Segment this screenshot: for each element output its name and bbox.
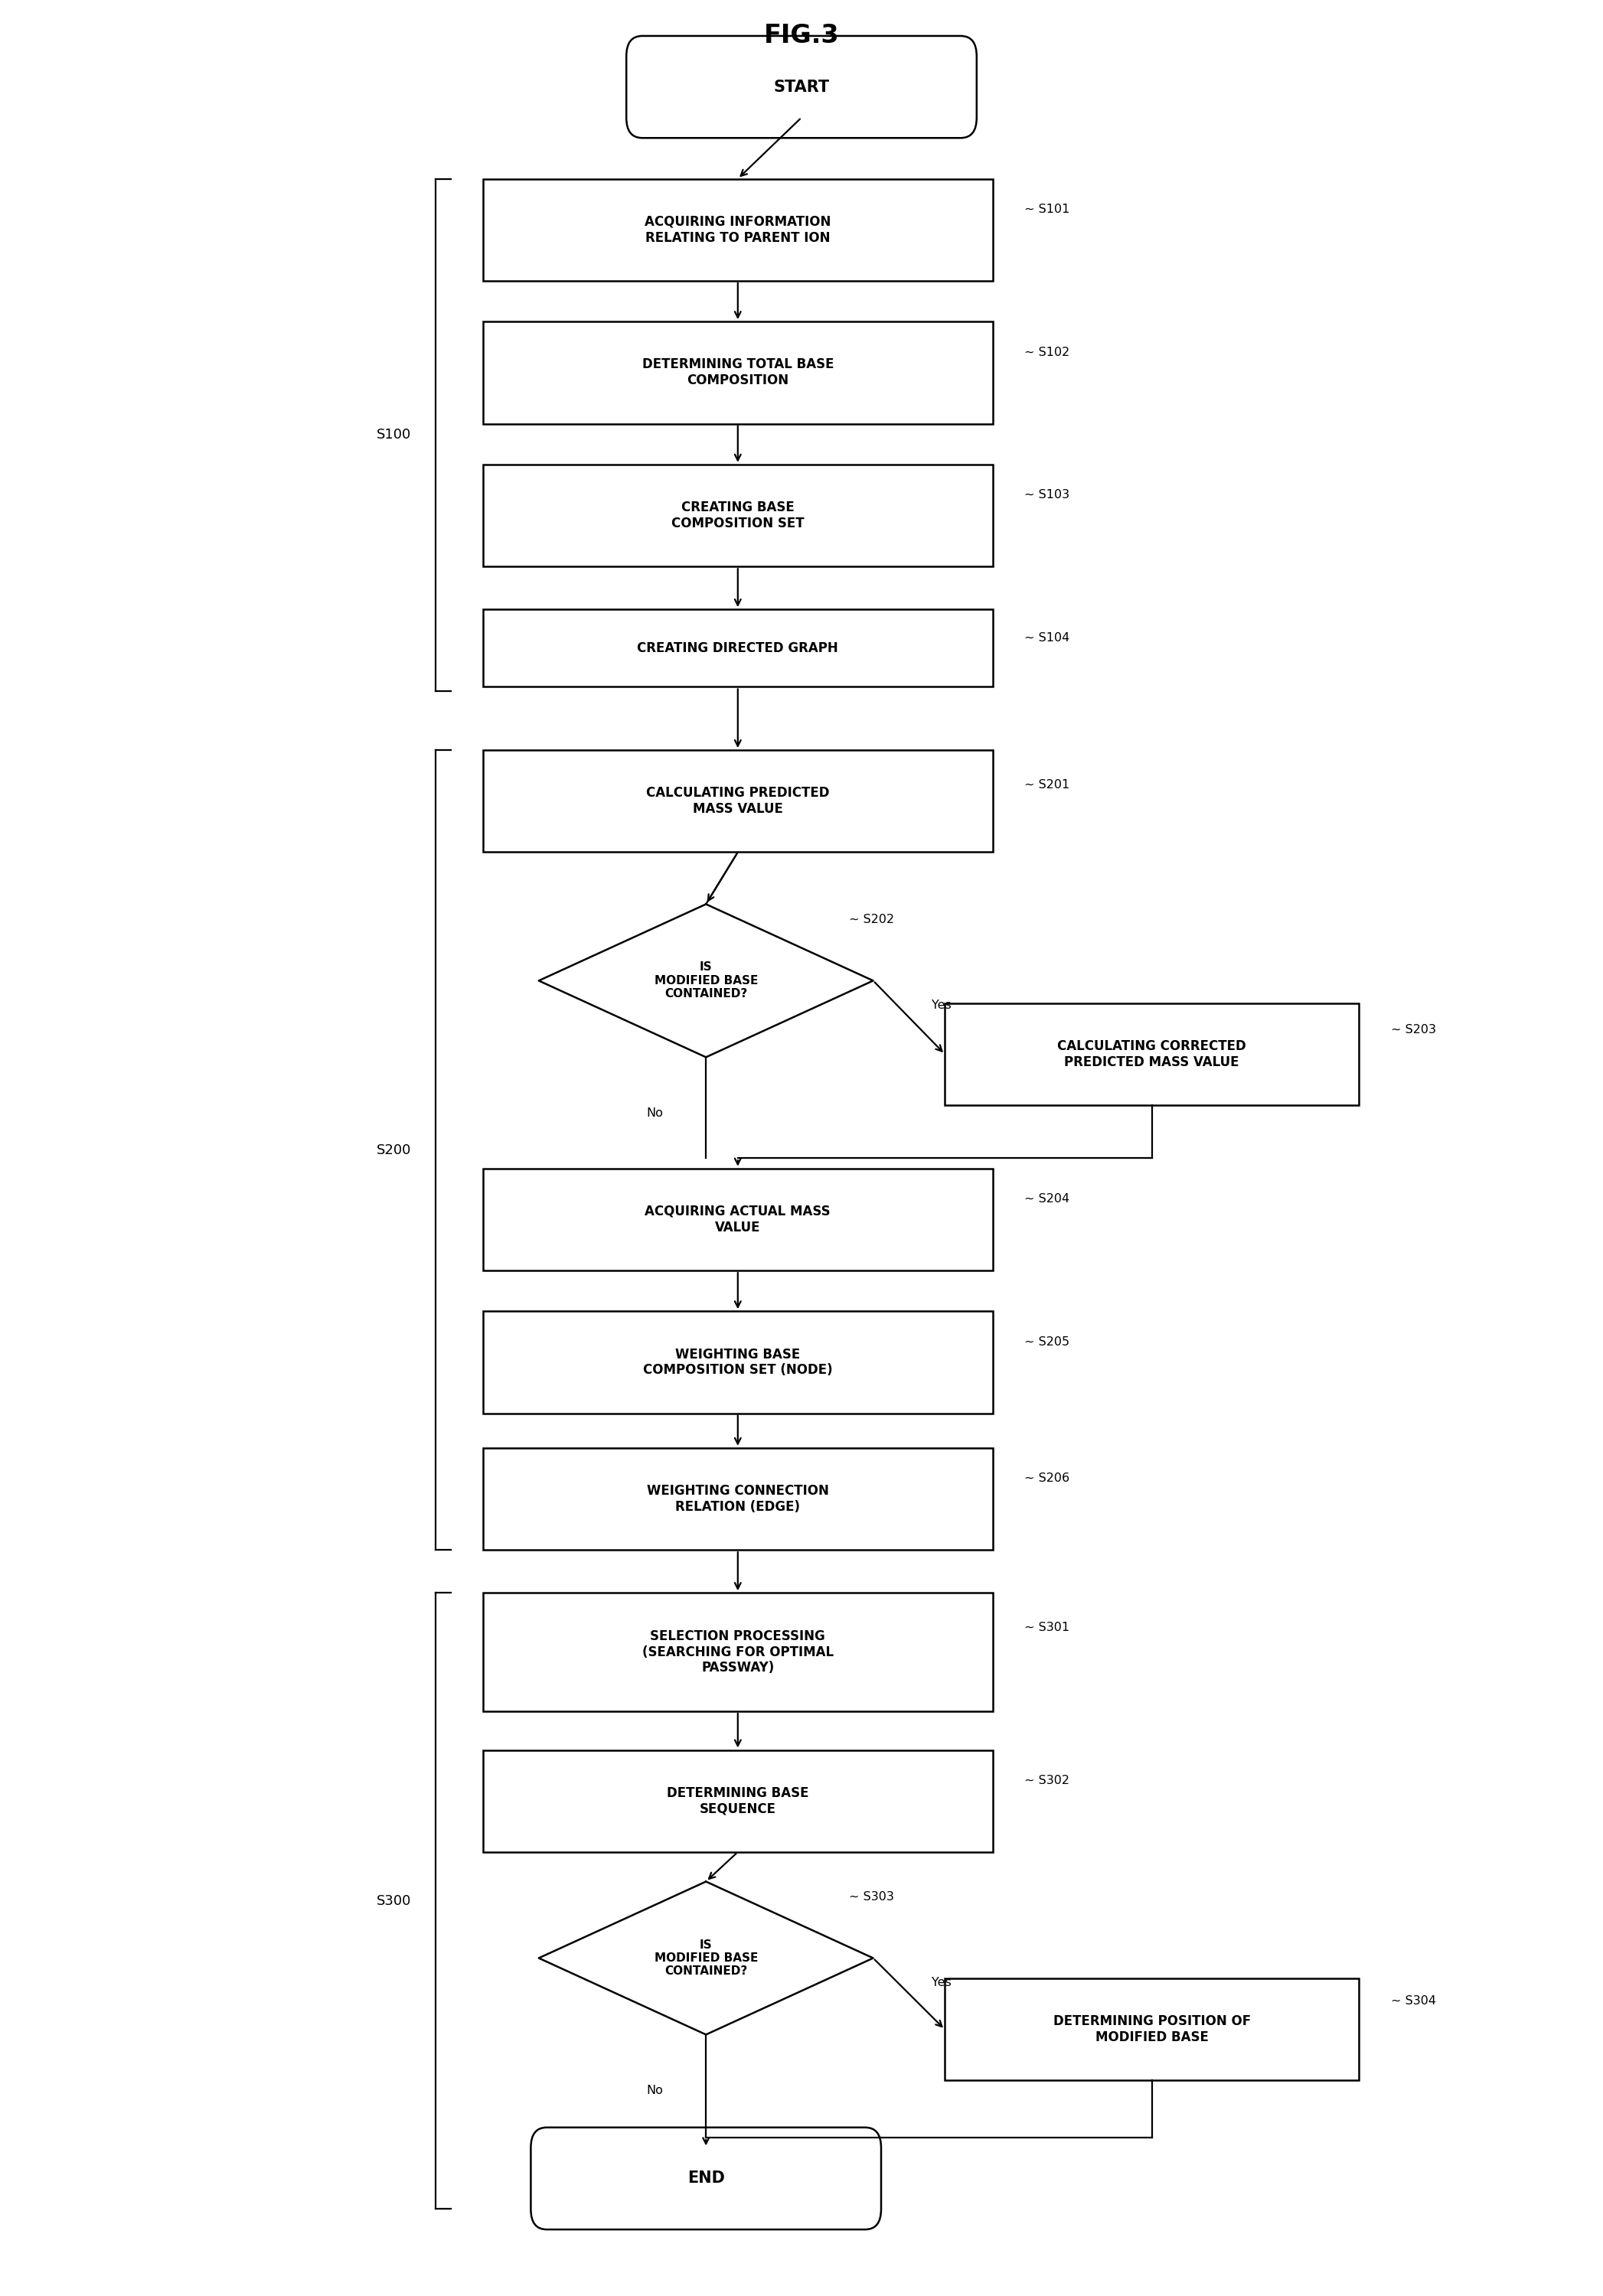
Text: CALCULATING CORRECTED
PREDICTED MASS VALUE: CALCULATING CORRECTED PREDICTED MASS VAL… xyxy=(1058,1040,1246,1070)
Text: ACQUIRING ACTUAL MASS
VALUE: ACQUIRING ACTUAL MASS VALUE xyxy=(644,1205,830,1235)
Text: CALCULATING PREDICTED
MASS VALUE: CALCULATING PREDICTED MASS VALUE xyxy=(646,785,829,815)
Text: Yes: Yes xyxy=(931,999,952,1010)
FancyBboxPatch shape xyxy=(483,751,992,852)
FancyBboxPatch shape xyxy=(483,1750,992,1853)
Text: ~ S301: ~ S301 xyxy=(1024,1621,1069,1632)
Text: SELECTION PROCESSING
(SEARCHING FOR OPTIMAL
PASSWAY): SELECTION PROCESSING (SEARCHING FOR OPTI… xyxy=(643,1630,834,1674)
Text: CREATING BASE
COMPOSITION SET: CREATING BASE COMPOSITION SET xyxy=(672,501,805,530)
FancyBboxPatch shape xyxy=(944,1003,1359,1104)
Text: DETERMINING POSITION OF
MODIFIED BASE: DETERMINING POSITION OF MODIFIED BASE xyxy=(1053,2014,1250,2043)
FancyBboxPatch shape xyxy=(531,2128,882,2229)
Text: ~ S303: ~ S303 xyxy=(850,1892,894,1903)
Text: ~ S204: ~ S204 xyxy=(1024,1194,1069,1205)
Text: S100: S100 xyxy=(377,427,412,441)
Text: ~ S202: ~ S202 xyxy=(850,914,894,925)
Text: ~ S102: ~ S102 xyxy=(1024,347,1069,358)
Text: DETERMINING TOTAL BASE
COMPOSITION: DETERMINING TOTAL BASE COMPOSITION xyxy=(641,358,834,388)
Text: ~ S201: ~ S201 xyxy=(1024,778,1069,790)
Text: ~ S101: ~ S101 xyxy=(1024,204,1069,216)
Text: ~ S304: ~ S304 xyxy=(1391,1995,1436,2007)
Text: No: No xyxy=(646,2085,664,2096)
Text: CREATING DIRECTED GRAPH: CREATING DIRECTED GRAPH xyxy=(638,641,838,654)
FancyBboxPatch shape xyxy=(483,1593,992,1711)
Text: WEIGHTING CONNECTION
RELATION (EDGE): WEIGHTING CONNECTION RELATION (EDGE) xyxy=(646,1483,829,1513)
Text: S300: S300 xyxy=(377,1894,412,1908)
FancyBboxPatch shape xyxy=(483,1169,992,1270)
Text: S200: S200 xyxy=(377,1143,412,1157)
Text: Yes: Yes xyxy=(931,1977,952,1988)
Text: ~ S103: ~ S103 xyxy=(1024,489,1069,501)
Text: IS
MODIFIED BASE
CONTAINED?: IS MODIFIED BASE CONTAINED? xyxy=(654,1940,758,1977)
Text: ~ S203: ~ S203 xyxy=(1391,1024,1436,1035)
Text: ~ S206: ~ S206 xyxy=(1024,1472,1069,1483)
Text: ~ S104: ~ S104 xyxy=(1024,631,1069,643)
FancyBboxPatch shape xyxy=(627,37,976,138)
Text: IS
MODIFIED BASE
CONTAINED?: IS MODIFIED BASE CONTAINED? xyxy=(654,962,758,999)
Text: ACQUIRING INFORMATION
RELATING TO PARENT ION: ACQUIRING INFORMATION RELATING TO PARENT… xyxy=(644,216,830,246)
Polygon shape xyxy=(539,905,874,1056)
Text: START: START xyxy=(774,80,829,94)
FancyBboxPatch shape xyxy=(483,464,992,567)
FancyBboxPatch shape xyxy=(483,1311,992,1414)
FancyBboxPatch shape xyxy=(483,1449,992,1550)
Polygon shape xyxy=(539,1880,874,2034)
Text: END: END xyxy=(688,2170,725,2186)
Text: ~ S302: ~ S302 xyxy=(1024,1775,1069,1786)
FancyBboxPatch shape xyxy=(483,179,992,280)
FancyBboxPatch shape xyxy=(944,1979,1359,2080)
Text: No: No xyxy=(646,1107,664,1118)
Text: DETERMINING BASE
SEQUENCE: DETERMINING BASE SEQUENCE xyxy=(667,1786,810,1816)
Text: WEIGHTING BASE
COMPOSITION SET (NODE): WEIGHTING BASE COMPOSITION SET (NODE) xyxy=(643,1348,832,1378)
FancyBboxPatch shape xyxy=(483,608,992,687)
Text: FIG.3: FIG.3 xyxy=(763,23,840,48)
Text: ~ S205: ~ S205 xyxy=(1024,1336,1069,1348)
FancyBboxPatch shape xyxy=(483,321,992,425)
